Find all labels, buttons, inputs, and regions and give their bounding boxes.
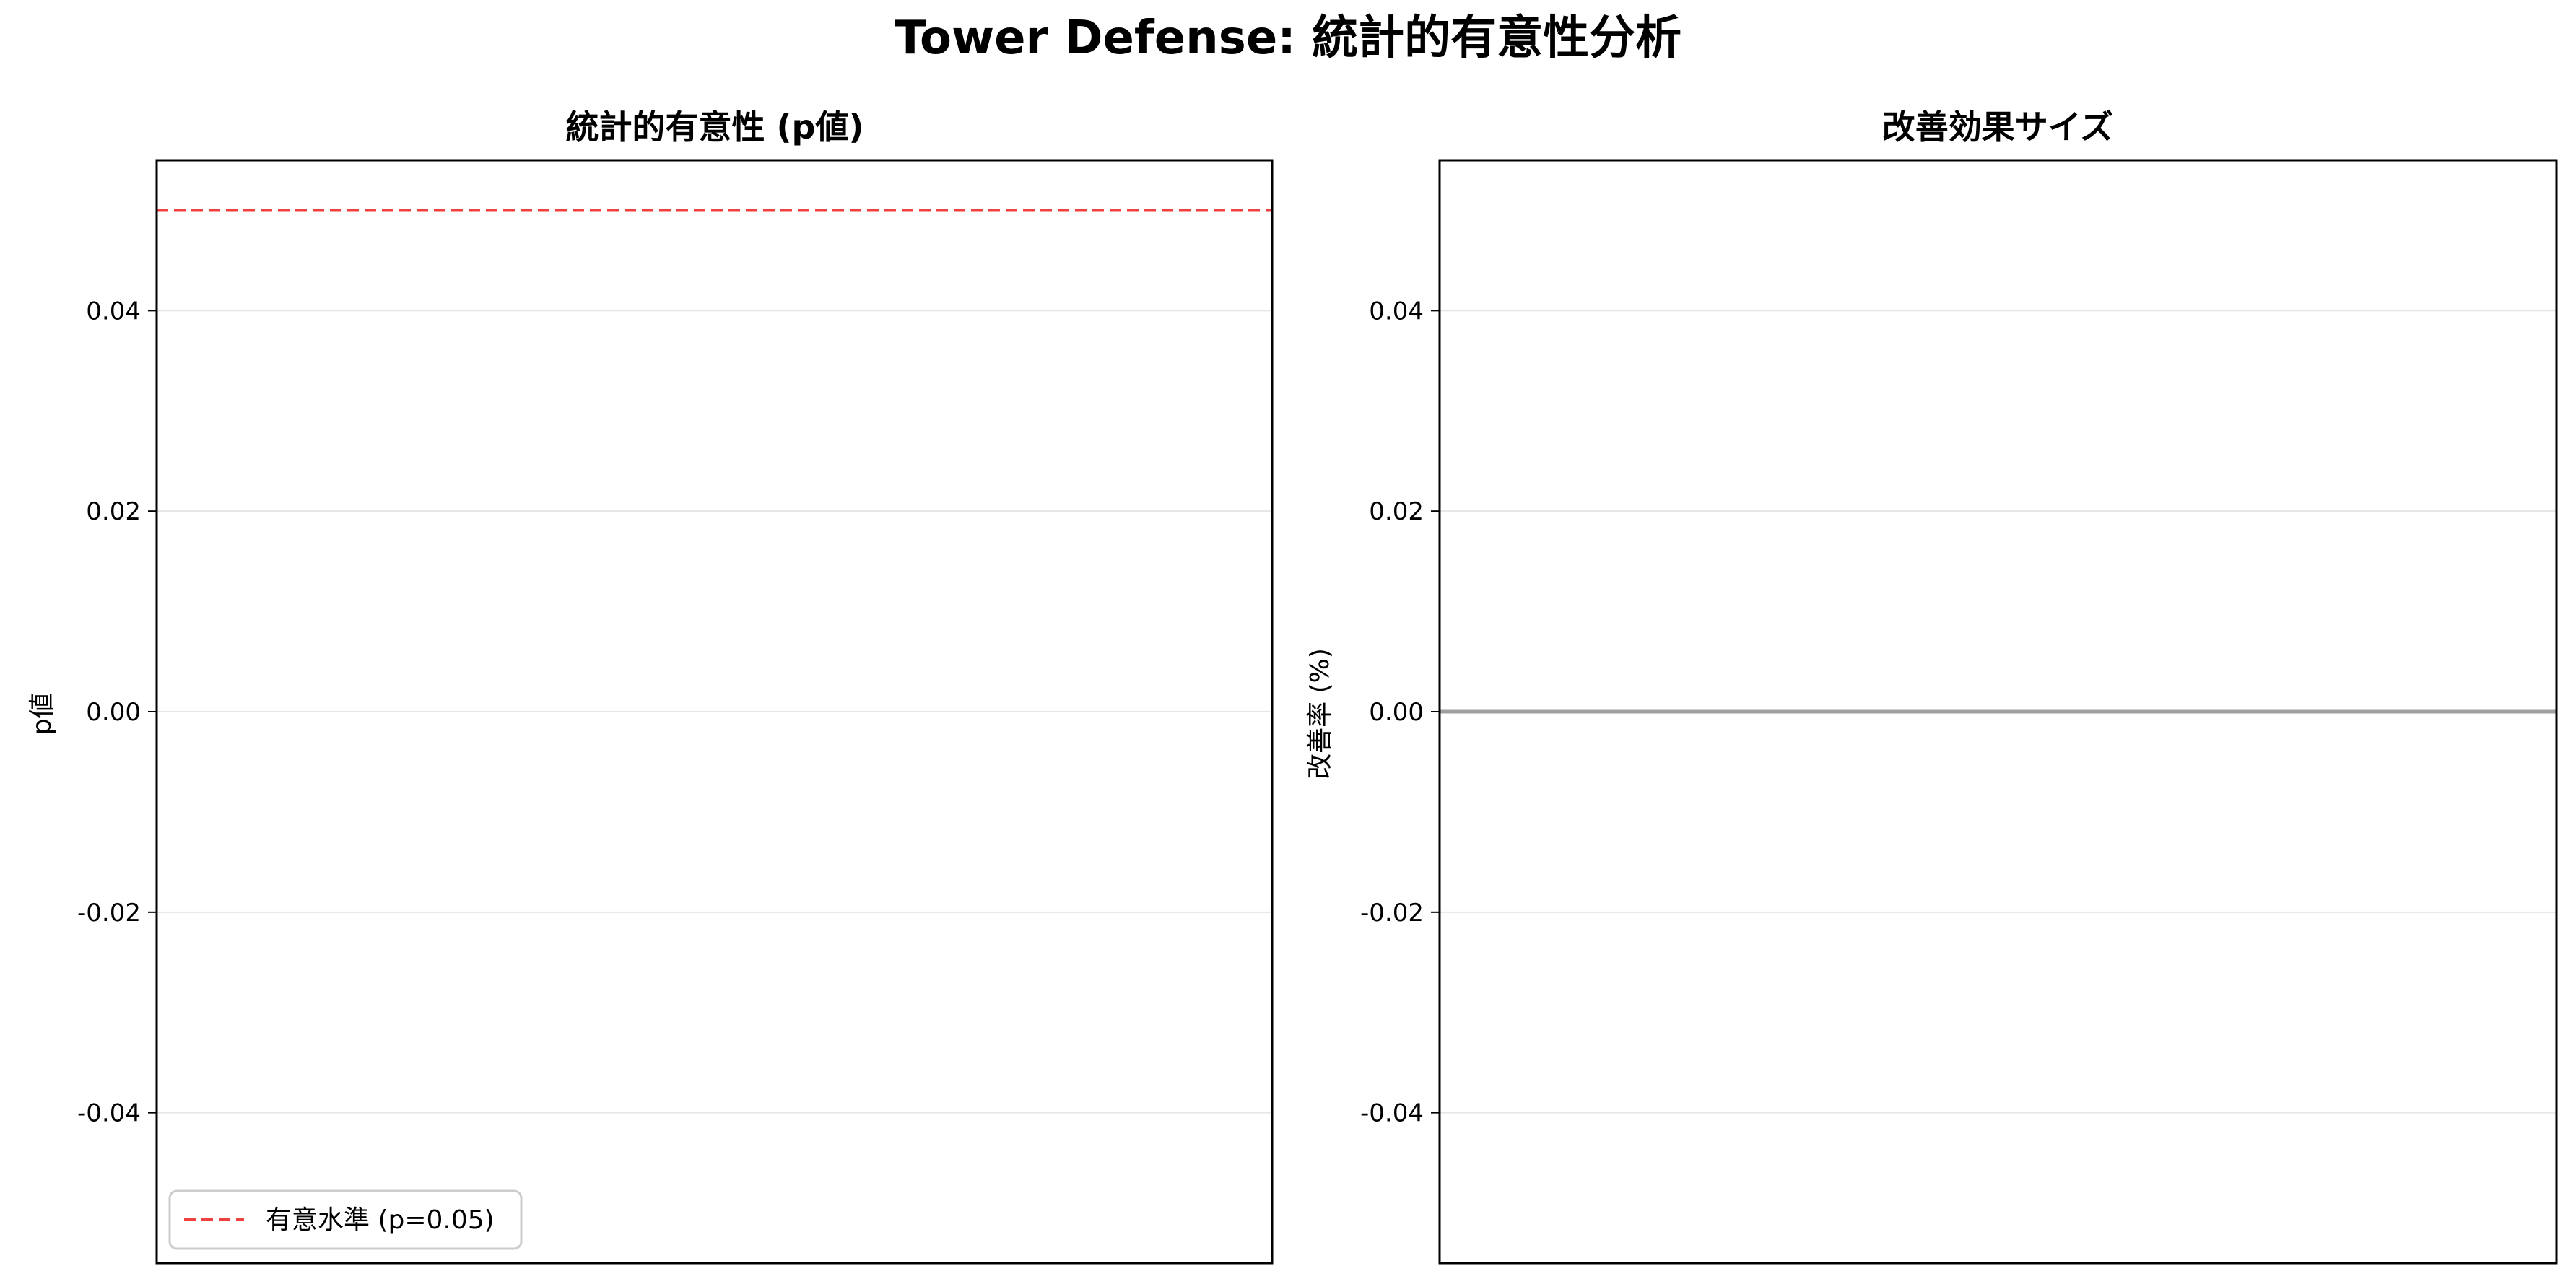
effect-size-plot-frame [1438,159,2558,1265]
y-tick-label: 0.00 [86,698,141,727]
y-tick-label: 0.02 [86,497,141,526]
effect-size-panel-title: 改善効果サイズ [1882,108,2114,147]
y-tick-label: -0.02 [1360,899,1424,927]
figure-title: Tower Defense: 統計的有意性分析 [895,12,1681,65]
p-value-panel: 統計的有意性 (p値) 0.04 0.02 0.00 -0.02 -0.04 p値 有意… [27,108,1274,1265]
y-tick-label: -0.04 [1360,1099,1424,1128]
effect-size-panel: 改善効果サイズ 0.04 0.02 0.00 -0.02 -0.04 改善率 (%) [1305,108,2558,1265]
y-tick-label: -0.02 [77,899,141,927]
y-tick-label: 0.04 [86,297,141,326]
y-tick-label: 0.04 [1369,297,1424,326]
y-tick-label: 0.00 [1369,698,1424,727]
y-tick-label: -0.04 [77,1099,141,1128]
p-value-y-axis-label: p値 [27,693,57,735]
p-value-y-ticks: 0.04 0.02 0.00 -0.02 -0.04 [77,297,157,1128]
p-value-panel-title: 統計的有意性 (p値) [566,108,864,147]
effect-size-y-axis-label: 改善率 (%) [1305,648,1335,779]
p-value-gridlines [157,310,1272,1114]
p-value-legend: 有意水準 (p=0.05) [168,1189,523,1250]
y-tick-label: 0.02 [1369,497,1424,526]
legend-box [168,1189,523,1250]
effect-size-y-ticks: 0.04 0.02 0.00 -0.02 -0.04 [1360,297,1440,1128]
p-value-plot-frame [155,159,1274,1265]
legend-label-significance: 有意水準 (p=0.05) [266,1205,495,1235]
